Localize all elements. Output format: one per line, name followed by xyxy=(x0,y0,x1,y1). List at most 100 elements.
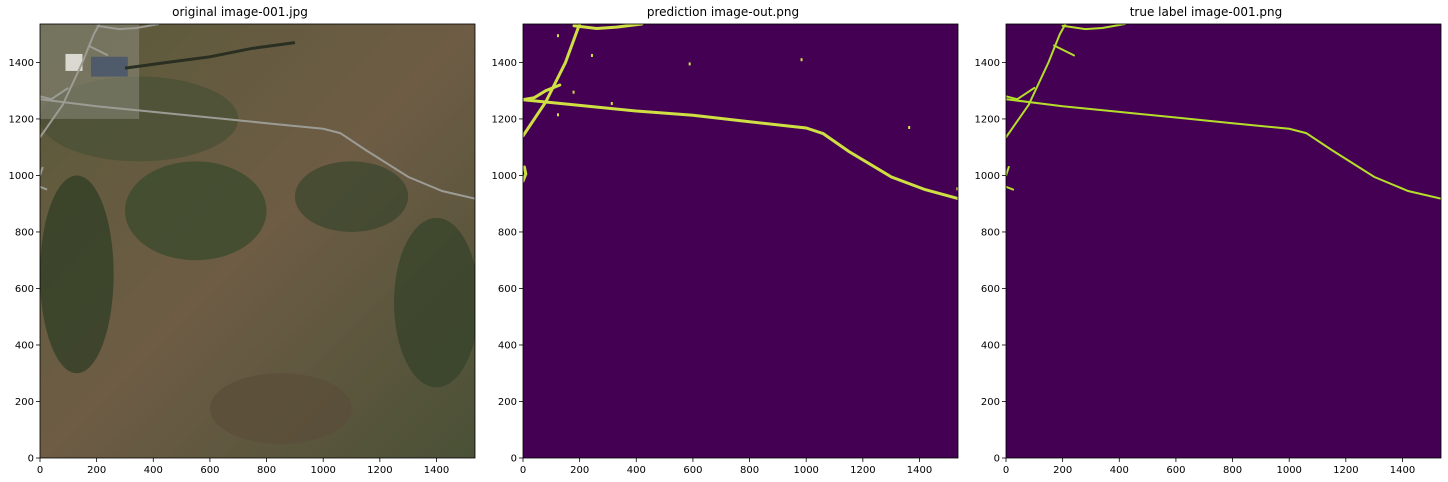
y-tick-label: 400 xyxy=(981,340,1000,351)
x-tick-label: 1400 xyxy=(907,465,932,476)
plot-prediction: 0 200 400 600 800 1000 1200 1400 0 200 400 600 800 10… xyxy=(492,23,959,476)
photo-road xyxy=(40,24,101,138)
axes-frame xyxy=(522,23,959,459)
building xyxy=(65,53,83,71)
y-tick-label: 400 xyxy=(15,340,34,351)
x-tick-label: 800 xyxy=(740,465,759,476)
x-tick-label: 200 xyxy=(87,465,106,476)
y-tick-label: 1400 xyxy=(975,58,1000,69)
y-tick-label: 600 xyxy=(15,284,34,295)
road-segment xyxy=(1006,98,1441,200)
y-tick-label: 800 xyxy=(15,227,34,238)
noise-speck xyxy=(688,62,691,66)
noise-speck xyxy=(590,53,593,57)
plot-true-label: 0 200 400 600 800 1000 1200 1400 0 200 400 600 800 10… xyxy=(975,23,1442,476)
y-tick-label: 1400 xyxy=(9,58,34,69)
x-tick-label: 800 xyxy=(1223,465,1242,476)
x-tick-label: 200 xyxy=(1053,465,1072,476)
x-tick-label: 600 xyxy=(200,465,219,476)
photo-road xyxy=(96,24,160,31)
photo-road xyxy=(40,166,44,176)
y-tick-label: 1200 xyxy=(9,114,34,125)
panel-title-true-label: true label image-001.png xyxy=(1129,5,1283,19)
y-tick-label: 1400 xyxy=(492,58,517,69)
forest-patch xyxy=(394,217,475,388)
panel-title-original: original image-001.jpg xyxy=(172,5,308,19)
noise-speck xyxy=(610,101,613,105)
y-tick-label: 1200 xyxy=(492,114,517,125)
axes-frame xyxy=(39,23,476,459)
road-segment xyxy=(523,165,528,183)
road-segment xyxy=(1006,185,1015,191)
road-segment xyxy=(1006,86,1036,101)
y-tick-label: 0 xyxy=(994,454,1000,465)
plot-original: 0 200 400 600 800 1000 1200 1400 0 200 400 600 800 10… xyxy=(9,23,476,476)
x-tick-label: 400 xyxy=(627,465,646,476)
x-tick-label: 0 xyxy=(1003,465,1009,476)
x-tick-label: 1000 xyxy=(310,465,335,476)
axes-frame xyxy=(1005,23,1442,459)
y-tick-label: 1000 xyxy=(9,171,34,182)
y-tick-label: 200 xyxy=(981,397,1000,408)
photo-road xyxy=(87,44,109,57)
panel-original: original image-001.jpg 0 200 400 600 800 1000… xyxy=(0,0,480,482)
y-tick-label: 1200 xyxy=(975,114,1000,125)
y-tick-label: 0 xyxy=(28,454,34,465)
x-tick-label: 1400 xyxy=(424,465,449,476)
x-tick-label: 1000 xyxy=(793,465,818,476)
y-tick-label: 200 xyxy=(15,397,34,408)
noise-speck xyxy=(572,90,575,94)
panel-true-label: true label image-001.png 0 200 400 600 800 10… xyxy=(966,0,1446,482)
noise-speck xyxy=(956,187,958,191)
y-tick-label: 800 xyxy=(981,227,1000,238)
road-segment xyxy=(523,98,958,201)
x-tick-label: 800 xyxy=(257,465,276,476)
photo-road xyxy=(40,185,48,191)
noise-speck xyxy=(556,34,559,38)
noise-speck xyxy=(800,58,803,62)
x-tick-label: 1200 xyxy=(367,465,392,476)
y-tick-label: 0 xyxy=(511,454,517,465)
forest-patch xyxy=(209,373,352,444)
road-segment xyxy=(523,83,562,102)
image-content xyxy=(1006,24,1441,458)
x-tick-label: 1200 xyxy=(850,465,875,476)
x-tick-label: 1000 xyxy=(1276,465,1301,476)
road-segment xyxy=(1006,24,1067,139)
x-tick-label: 1400 xyxy=(1390,465,1415,476)
x-tick-label: 0 xyxy=(520,465,526,476)
y-tick-label: 1000 xyxy=(492,171,517,182)
x-tick-label: 600 xyxy=(1166,465,1185,476)
noise-speck xyxy=(556,113,559,117)
forest-patch xyxy=(40,175,114,374)
y-tick-label: 400 xyxy=(498,340,517,351)
noise-speck xyxy=(908,126,911,130)
forest-patch xyxy=(124,161,267,261)
panel-prediction: prediction image-out.png 0 200 400 600 800 10… xyxy=(483,0,963,482)
x-tick-label: 400 xyxy=(144,465,163,476)
photo-road xyxy=(40,98,475,200)
mask-background xyxy=(1006,24,1441,458)
forest-patch xyxy=(294,161,409,232)
road-segment xyxy=(1053,44,1075,57)
building xyxy=(90,56,128,77)
x-tick-label: 400 xyxy=(1110,465,1129,476)
y-tick-label: 600 xyxy=(981,284,1000,295)
road-segment xyxy=(523,24,582,138)
x-tick-label: 200 xyxy=(570,465,589,476)
road-segment xyxy=(1061,24,1126,31)
y-tick-label: 200 xyxy=(498,397,517,408)
x-tick-label: 600 xyxy=(683,465,702,476)
mask-background xyxy=(523,24,958,458)
stream xyxy=(124,41,296,70)
image-content xyxy=(40,24,475,458)
y-tick-label: 800 xyxy=(498,227,517,238)
road-segment xyxy=(1006,166,1010,177)
y-tick-label: 1000 xyxy=(975,171,1000,182)
image-content xyxy=(523,24,958,458)
y-tick-label: 600 xyxy=(498,284,517,295)
panel-title-prediction: prediction image-out.png xyxy=(646,5,800,19)
photo-road xyxy=(40,87,69,101)
road-segment xyxy=(572,24,644,31)
x-tick-label: 0 xyxy=(37,465,43,476)
